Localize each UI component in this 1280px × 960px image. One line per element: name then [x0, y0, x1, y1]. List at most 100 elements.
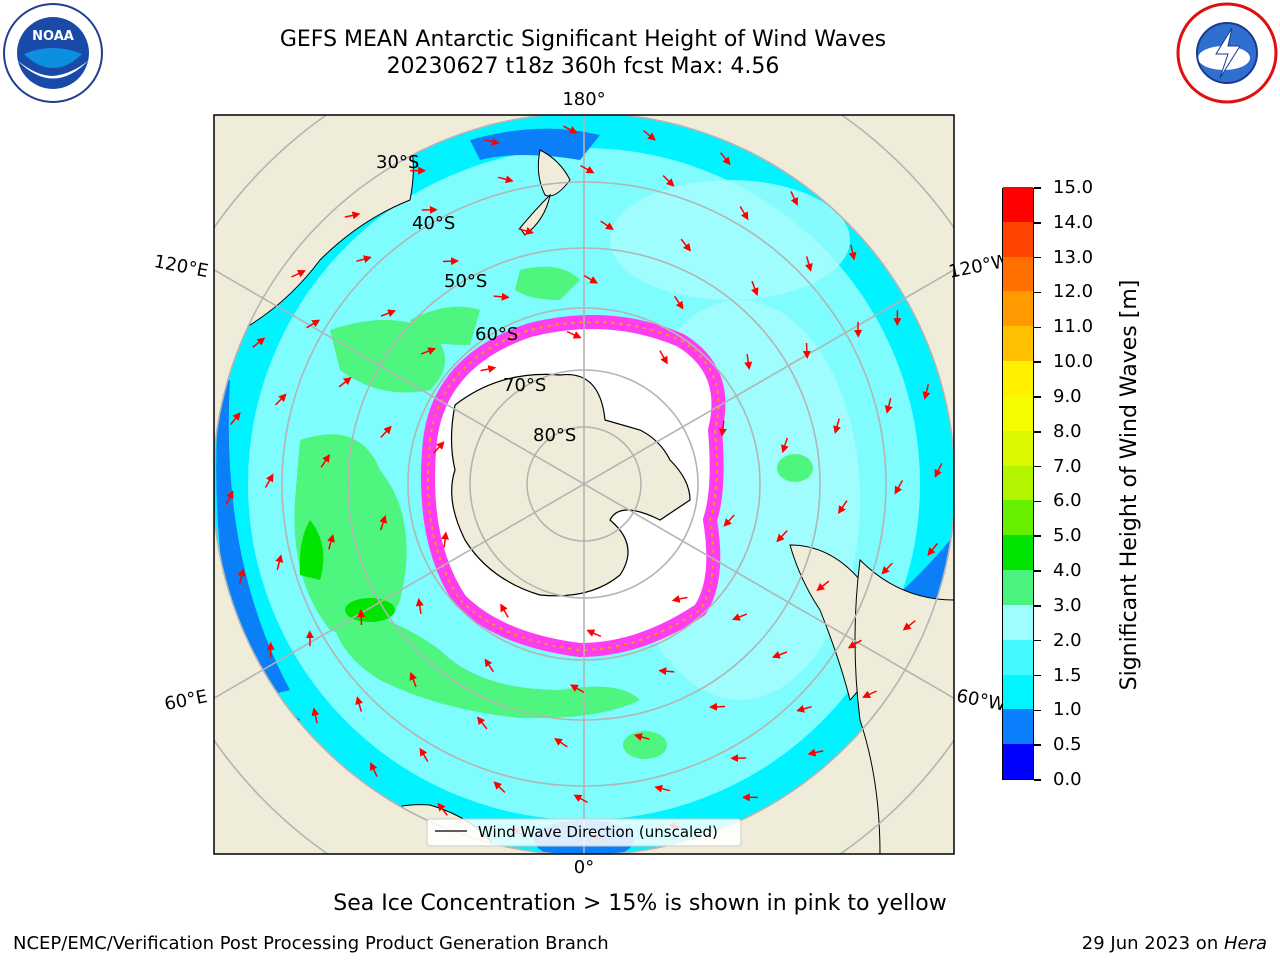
lat-label-50s: 50°S — [444, 271, 487, 292]
wave-direction-arrow — [662, 175, 675, 187]
wave-direction-arrow — [796, 705, 812, 713]
wave-direction-arrow — [927, 543, 938, 556]
svg-text:NOAA: NOAA — [32, 29, 74, 44]
lon-label-120e: 120°E — [152, 251, 210, 282]
wave-direction-arrow — [275, 554, 284, 570]
lon-label-60e: 60°E — [163, 686, 209, 715]
colorbar-tick-mark — [1034, 639, 1041, 642]
colorbar-tick-label: 1.5 — [1053, 664, 1082, 686]
wave-direction-arrow — [709, 702, 726, 711]
wave-direction-arrow — [409, 671, 417, 688]
wave-direction-arrow — [586, 629, 602, 638]
wave-direction-arrow — [566, 330, 582, 339]
wave-direction-arrow — [518, 227, 535, 235]
colorbar-tick-mark — [1034, 674, 1041, 677]
colorbar-tick-mark — [1034, 291, 1041, 294]
wave-direction-arrow — [881, 562, 893, 575]
colorbar-tick-label: 13.0 — [1053, 246, 1094, 268]
wave-direction-arrow — [306, 319, 321, 329]
colorbar-tick-mark — [1034, 535, 1041, 537]
wave-direction-arrow — [498, 175, 514, 184]
wave-direction-arrow — [441, 531, 450, 548]
colorbar-tick-mark — [1034, 187, 1041, 189]
colorbar-tick-label: 9.0 — [1053, 385, 1082, 407]
colorbar-tick-label: 8.0 — [1053, 420, 1082, 442]
wave-direction-arrow — [771, 651, 788, 659]
colorbar-segment — [1003, 221, 1033, 257]
colorbar-tick-label: 11.0 — [1053, 316, 1094, 338]
wave-direction-arrow — [894, 480, 904, 495]
colorbar-tick-mark — [1034, 744, 1041, 746]
colorbar-tick-label: 0.0 — [1053, 769, 1082, 790]
colorbar-segment — [1003, 500, 1033, 536]
colorbar-segment — [1003, 465, 1033, 501]
colorbar-segment — [1003, 326, 1033, 362]
colorbar-tick-mark — [1034, 570, 1041, 572]
wave-direction-arrow — [739, 206, 749, 221]
wave-direction-arrow — [802, 342, 811, 359]
wave-direction-arrow — [311, 707, 320, 724]
wave-direction-arrow — [433, 441, 445, 454]
lat-label-80s: 80°S — [533, 425, 576, 446]
wave-direction-arrow — [442, 257, 459, 266]
wave-direction-arrow — [837, 500, 848, 514]
map-title: GEFS MEAN Antarctic Significant Height o… — [279, 27, 887, 52]
wave-direction-arrow — [659, 350, 668, 365]
map-subtitle: 20230627 t18z 360h fcst Max: 4.56 — [386, 54, 780, 79]
wave-direction-arrow — [658, 667, 675, 676]
wave-direction-arrow — [922, 384, 931, 400]
lon-label-0: 0° — [574, 857, 594, 878]
wave-direction-arrow — [225, 490, 234, 505]
wave-direction-arrow — [493, 781, 506, 793]
colorbar-tick-label: 5.0 — [1053, 525, 1082, 547]
wave-direction-arrow — [776, 530, 788, 543]
wave-direction-arrow — [848, 244, 857, 261]
wave-direction-arrow — [357, 609, 366, 626]
colorbar-tick-mark — [1034, 222, 1041, 224]
wave-direction-arrow — [237, 568, 246, 584]
colorbar-segment — [1003, 709, 1033, 745]
wave-direction-arrow — [718, 420, 727, 437]
colorbar-tick-mark — [1034, 431, 1041, 433]
colorbar-tick-mark — [1034, 465, 1041, 468]
wave-direction-arrow — [380, 425, 392, 438]
colorbar-tick-label: 3.0 — [1053, 594, 1082, 616]
wave-direction-arrow — [355, 696, 363, 712]
colorbar-tick-label: 15.0 — [1053, 177, 1094, 198]
colorbar-tick-mark — [1034, 326, 1041, 329]
footer-date-text: 29 Jun 2023 on — [1081, 933, 1224, 954]
lat-label-60s: 60°S — [475, 324, 518, 345]
wave-direction-arrow — [230, 412, 241, 425]
colorbar-segment — [1003, 744, 1033, 779]
lat-label-70s: 70°S — [503, 375, 546, 396]
colorbar-segment — [1003, 639, 1033, 675]
map-frame — [213, 114, 955, 855]
wave-direction-arrow — [807, 748, 824, 757]
colorbar-tick-label: 14.0 — [1053, 211, 1094, 233]
wave-direction-arrow — [600, 220, 614, 231]
wave-direction-arrow — [320, 454, 331, 468]
footer-host: Hera — [1223, 933, 1267, 954]
wave-direction-arrow — [833, 418, 841, 435]
wave-direction-arrow — [744, 354, 753, 370]
wave-direction-arrow — [862, 690, 877, 698]
colorbar-tick-label: 4.0 — [1053, 560, 1082, 582]
colorbar-segment — [1003, 361, 1033, 396]
wave-direction-arrow — [356, 255, 372, 263]
wave-direction-arrow — [500, 603, 509, 618]
wave-direction-arrow — [480, 365, 497, 373]
graticule — [214, 115, 954, 854]
wave-direction-arrow — [643, 130, 656, 141]
wave-direction-arrow — [654, 784, 670, 793]
colorbar-tick-label: 6.0 — [1053, 490, 1082, 512]
legend-box — [426, 818, 742, 847]
nws-logo — [1176, 2, 1278, 104]
wave-direction-arrow — [380, 309, 397, 317]
wave-direction-arrow — [884, 398, 893, 414]
wave-direction-arrow — [723, 514, 735, 527]
colorbar-tick-label: 12.0 — [1053, 281, 1094, 303]
wave-direction-arrow — [252, 337, 266, 348]
wave-direction-arrow — [847, 639, 862, 649]
colorbar-segment — [1003, 674, 1033, 710]
